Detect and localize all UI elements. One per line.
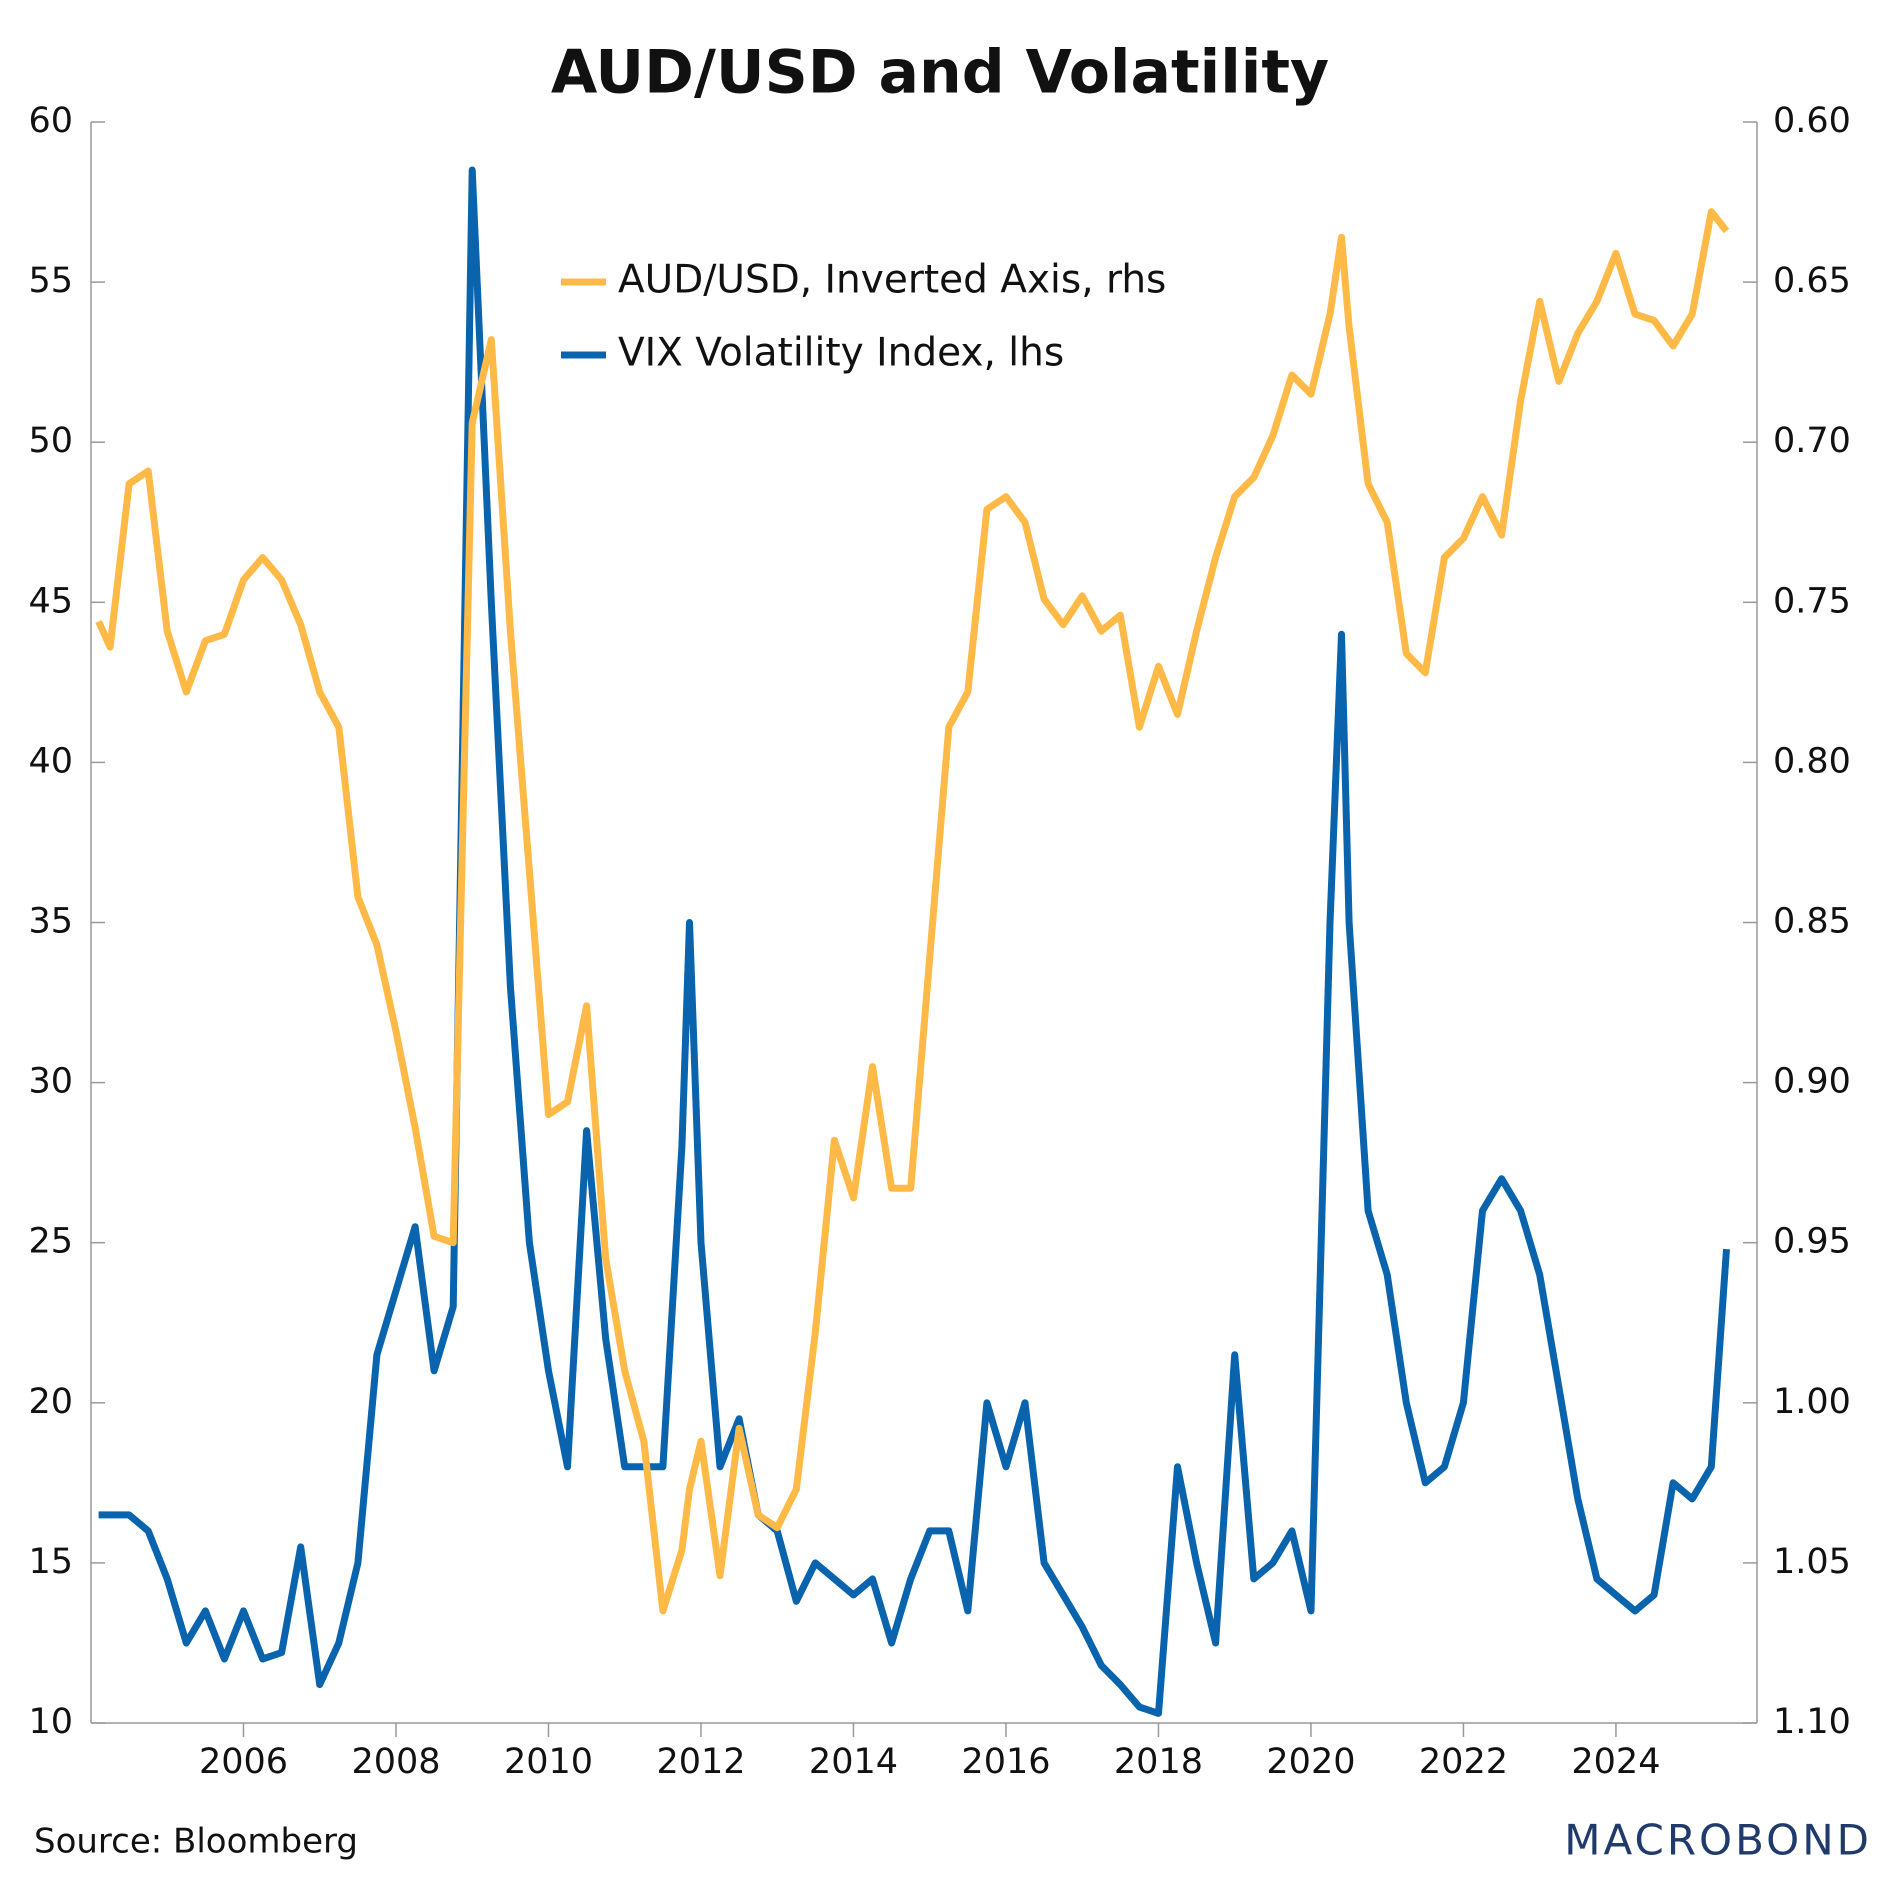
y2-tick-label: 1.05 (1773, 1542, 1851, 1582)
legend-label: VIX Volatility Index, lhs (618, 331, 1064, 376)
x-tick-label: 2012 (656, 1742, 745, 1782)
y2-tick-label: 0.60 (1773, 101, 1851, 141)
series-line (98, 166, 1730, 1717)
y-tick-label: 35 (28, 902, 73, 942)
logo: MACROBOND (1564, 1816, 1872, 1865)
y-tick-label: 15 (28, 1542, 73, 1582)
y2-tick-label: 0.95 (1773, 1222, 1851, 1262)
x-tick-label: 2006 (199, 1742, 288, 1782)
x-tick-label: 2018 (1114, 1742, 1203, 1782)
y2-tick-label: 0.75 (1773, 581, 1851, 621)
y2-tick-label: 0.70 (1773, 421, 1851, 461)
y-tick-label: 45 (28, 581, 73, 621)
y-tick-label: 50 (28, 421, 73, 461)
x-tick-label: 2024 (1571, 1742, 1660, 1782)
x-tick-label: 2008 (351, 1742, 440, 1782)
y-tick-label: 55 (28, 261, 73, 301)
y2-tick-label: 0.65 (1773, 261, 1851, 301)
series-line (95, 208, 1730, 1615)
y2-tick-label: 1.10 (1773, 1702, 1851, 1742)
y-tick-label: 20 (28, 1382, 73, 1422)
x-tick-label: 2014 (809, 1742, 898, 1782)
x-tick-label: 2016 (961, 1742, 1050, 1782)
y2-tick-label: 0.90 (1773, 1062, 1851, 1102)
y-tick-label: 10 (28, 1702, 73, 1742)
y2-tick-label: 1.00 (1773, 1382, 1851, 1422)
source-note: Source: Bloomberg (34, 1822, 358, 1862)
y2-tick-label: 0.85 (1773, 902, 1851, 942)
y2-tick-label: 0.80 (1773, 741, 1851, 781)
y-tick-label: 60 (28, 101, 73, 141)
x-tick-label: 2010 (504, 1742, 593, 1782)
y-tick-label: 25 (28, 1222, 73, 1262)
legend-label: AUD/USD, Inverted Axis, rhs (618, 258, 1166, 303)
y-tick-label: 30 (28, 1062, 73, 1102)
x-tick-label: 2020 (1266, 1742, 1355, 1782)
chart-title: AUD/USD and Volatility (551, 38, 1329, 108)
x-tick-label: 2022 (1419, 1742, 1508, 1782)
y-tick-label: 40 (28, 741, 73, 781)
